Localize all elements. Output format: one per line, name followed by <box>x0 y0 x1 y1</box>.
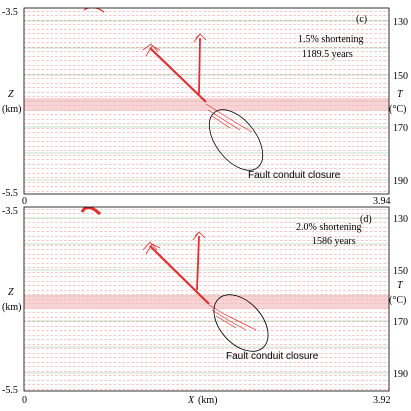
panel-c-annotation-1: 1.5% shortening <box>298 34 364 45</box>
panel-d-ylabel-z: Z <box>8 287 14 298</box>
panel-d-x-tick-0: 0 <box>22 395 27 406</box>
panel-c-ylabel-t-unit: (°C) <box>389 104 406 115</box>
panel-d-z-top: -3.5 <box>2 206 18 217</box>
panel-c-closure-ellipse <box>208 109 264 171</box>
panel-c-fault-vectors <box>83 8 253 133</box>
panel-d-surface-bump <box>80 207 102 216</box>
panel-d-callout: Fault conduit closure <box>226 351 319 362</box>
panel-c-fan-right <box>193 33 207 43</box>
panel-d-fan-right <box>192 231 206 241</box>
panel-d-t-tick-170: 170 <box>393 317 408 328</box>
panel-c-ylabel-z-unit: (km) <box>2 104 21 115</box>
panel-d-fan-left <box>142 241 161 255</box>
panel-c-frame <box>23 7 390 195</box>
panel-d: Fault conduit closure (d) 2.0% shortenin… <box>2 206 408 406</box>
panel-c-field <box>24 8 389 194</box>
panel-c-x-tick-max: 3.94 <box>373 196 391 207</box>
panel-d-label: (d) <box>360 214 372 225</box>
panel-d-closure-ellipse <box>213 294 269 352</box>
panel-d-t-tick-150: 150 <box>393 266 408 277</box>
panel-d-z-bottom: -5.5 <box>2 385 18 396</box>
panel-d-frame <box>23 206 390 392</box>
panel-d-closure-vectors <box>208 304 257 331</box>
panel-d-t-tick-190: 190 <box>393 369 408 380</box>
panel-c-t-tick-150: 150 <box>393 71 408 82</box>
panel-c-x-tick-0: 0 <box>22 196 27 207</box>
panel-c-callout: Fault conduit closure <box>248 170 341 181</box>
panel-c-ylabel-z: Z <box>8 89 14 100</box>
panel-d-fault-main <box>149 245 210 305</box>
panel-d-ylabel-t-unit: (°C) <box>389 295 406 306</box>
panel-d-x-tick-max: 3.92 <box>373 395 391 406</box>
panel-c-annotation-2: 1189.5 years <box>302 49 353 60</box>
panel-c-surface-bump <box>83 8 105 13</box>
panel-c-t-tick-170: 170 <box>393 123 408 134</box>
panel-c-t-tick-190: 190 <box>393 176 408 187</box>
panel-d-annotation-2: 1586 years <box>312 236 356 247</box>
panel-c-label: (c) <box>356 14 367 25</box>
panel-d-annotation-1: 2.0% shortening <box>296 222 362 233</box>
panel-d-ylabel-z-unit: (km) <box>2 302 21 313</box>
panel-d-fault-vectors <box>80 207 257 331</box>
panel-c-fan-left <box>142 43 161 57</box>
panel-d-xlabel-unit: (km) <box>198 395 217 406</box>
panel-d-xlabel: X <box>187 395 195 406</box>
panel-d-field <box>24 207 389 391</box>
panel-c-fault-main <box>149 47 207 103</box>
panel-c-t-tick-130: 130 <box>393 17 408 28</box>
panel-c-z-bottom: -5.5 <box>2 188 18 199</box>
panel-d-t-tick-130: 130 <box>393 214 408 225</box>
panel-c-fault-branch <box>198 37 201 95</box>
panel-d-fault-branch <box>196 235 200 291</box>
panel-c-ylabel-t: T <box>397 89 404 100</box>
panel-c: Fault conduit closure (c) 1.5% shortenin… <box>2 7 408 207</box>
panel-c-z-top: -3.5 <box>2 7 18 18</box>
panel-d-ylabel-t: T <box>397 280 404 291</box>
